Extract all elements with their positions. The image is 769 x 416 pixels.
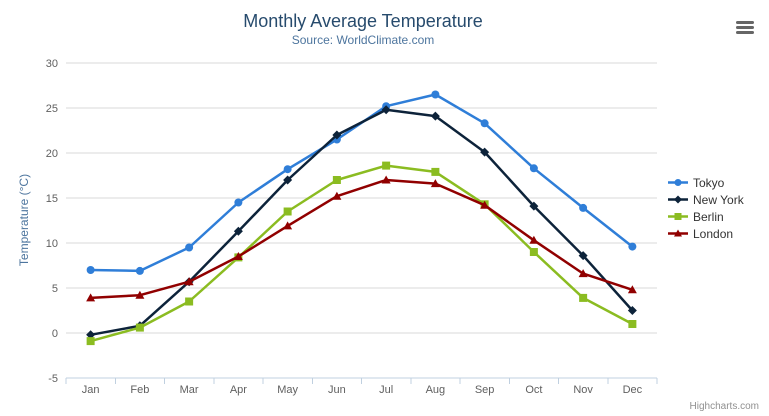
triangle-legend-symbol	[668, 229, 688, 237]
chart-title: Monthly Average Temperature	[243, 11, 483, 31]
data-point-marker[interactable]	[627, 285, 637, 294]
data-point-marker[interactable]	[480, 147, 490, 157]
data-point-marker[interactable]	[135, 290, 145, 299]
data-point-marker	[674, 213, 682, 220]
x-tick-label: Nov	[573, 384, 593, 396]
data-point-marker[interactable]	[529, 164, 538, 173]
credits-link[interactable]: Highcharts.com	[689, 401, 759, 412]
legend-label: New York	[693, 192, 744, 207]
x-tick-label: Jul	[379, 384, 393, 396]
data-point-marker[interactable]	[233, 252, 243, 260]
data-point-marker	[674, 195, 682, 204]
data-point-marker[interactable]	[578, 251, 588, 261]
legend-label: Berlin	[693, 209, 724, 224]
data-point-marker[interactable]	[529, 201, 539, 211]
data-point-marker[interactable]	[135, 323, 144, 332]
series-new-york	[86, 105, 637, 340]
x-tick-label: May	[277, 384, 298, 396]
data-point-marker	[674, 179, 682, 186]
x-tick-label: Jun	[328, 384, 346, 396]
y-tick-label: -5	[48, 373, 58, 385]
y-tick-label: 5	[52, 283, 58, 295]
y-tick-label: 0	[52, 328, 58, 340]
legend-item-london[interactable]: London	[668, 225, 744, 242]
y-tick-label: 10	[46, 238, 58, 250]
y-tick-label: 15	[46, 193, 58, 205]
legend-item-berlin[interactable]: Berlin	[668, 208, 744, 225]
square-legend-symbol	[668, 213, 688, 220]
data-point-marker[interactable]	[431, 90, 440, 99]
data-point-marker[interactable]	[283, 175, 293, 185]
hamburger-bar	[736, 26, 754, 29]
data-point-marker[interactable]	[480, 200, 490, 209]
legend: Tokyo New York Berlin London	[668, 174, 744, 242]
x-tick-label: Dec	[623, 384, 643, 396]
hamburger-bar	[736, 31, 754, 34]
data-point-marker[interactable]	[86, 266, 95, 274]
diamond-legend-symbol	[668, 195, 688, 204]
data-point-marker[interactable]	[529, 235, 539, 244]
data-point-marker[interactable]	[430, 179, 440, 188]
data-point-marker[interactable]	[86, 330, 96, 340]
data-point-marker[interactable]	[185, 297, 194, 306]
x-tick-label: Feb	[130, 384, 149, 396]
data-point-marker[interactable]	[234, 198, 243, 207]
data-point-marker[interactable]	[135, 266, 144, 275]
data-point-marker[interactable]	[283, 221, 293, 230]
hamburger-bar	[736, 21, 754, 24]
y-tick-label: 30	[46, 58, 58, 70]
data-point-marker[interactable]	[578, 269, 588, 278]
series-line	[89, 108, 634, 337]
data-point-marker[interactable]	[579, 203, 588, 212]
x-tick-label: Oct	[525, 384, 542, 396]
data-point-marker[interactable]	[332, 130, 342, 140]
data-point-marker[interactable]	[86, 293, 96, 302]
data-point-marker[interactable]	[627, 306, 637, 315]
data-point-marker[interactable]	[185, 243, 194, 252]
series-tokyo	[86, 90, 637, 275]
data-point-marker[interactable]	[430, 111, 440, 121]
legend-label: London	[693, 226, 734, 241]
x-tick-label: Mar	[180, 384, 199, 396]
data-point-marker[interactable]	[283, 165, 292, 174]
data-point-marker	[674, 229, 682, 237]
legend-item-new-york[interactable]: New York	[668, 191, 744, 208]
data-point-marker[interactable]	[381, 175, 391, 184]
y-tick-label: 20	[46, 148, 58, 160]
data-point-marker[interactable]	[431, 167, 440, 176]
legend-item-tokyo[interactable]: Tokyo	[668, 174, 744, 191]
series-london	[86, 175, 637, 302]
data-point-marker[interactable]	[332, 176, 341, 184]
x-tick-label: Jan	[82, 384, 100, 396]
data-point-marker[interactable]	[628, 320, 637, 328]
data-point-marker[interactable]	[579, 293, 588, 302]
series-line	[89, 178, 634, 300]
data-point-marker[interactable]	[480, 119, 489, 128]
data-point-marker[interactable]	[529, 248, 538, 256]
series-line	[89, 164, 634, 343]
x-tick-label: Aug	[426, 384, 446, 396]
data-point-marker[interactable]	[332, 191, 342, 200]
y-tick-label: 25	[46, 103, 58, 115]
legend-label: Tokyo	[693, 175, 725, 190]
x-tick-label: Sep	[475, 384, 495, 396]
data-point-marker[interactable]	[283, 207, 292, 216]
data-point-marker[interactable]	[382, 161, 391, 170]
chart-subtitle: Source: WorldClimate.com	[291, 33, 435, 47]
x-tick-label: Apr	[230, 384, 247, 396]
data-point-marker[interactable]	[86, 337, 95, 346]
circle-legend-symbol	[668, 179, 688, 186]
data-point-marker[interactable]	[381, 105, 391, 115]
hamburger-menu-icon[interactable]	[736, 21, 754, 35]
data-point-marker[interactable]	[184, 277, 194, 286]
data-point-marker[interactable]	[233, 226, 243, 236]
series-line	[89, 93, 634, 273]
data-point-marker[interactable]	[628, 242, 637, 251]
